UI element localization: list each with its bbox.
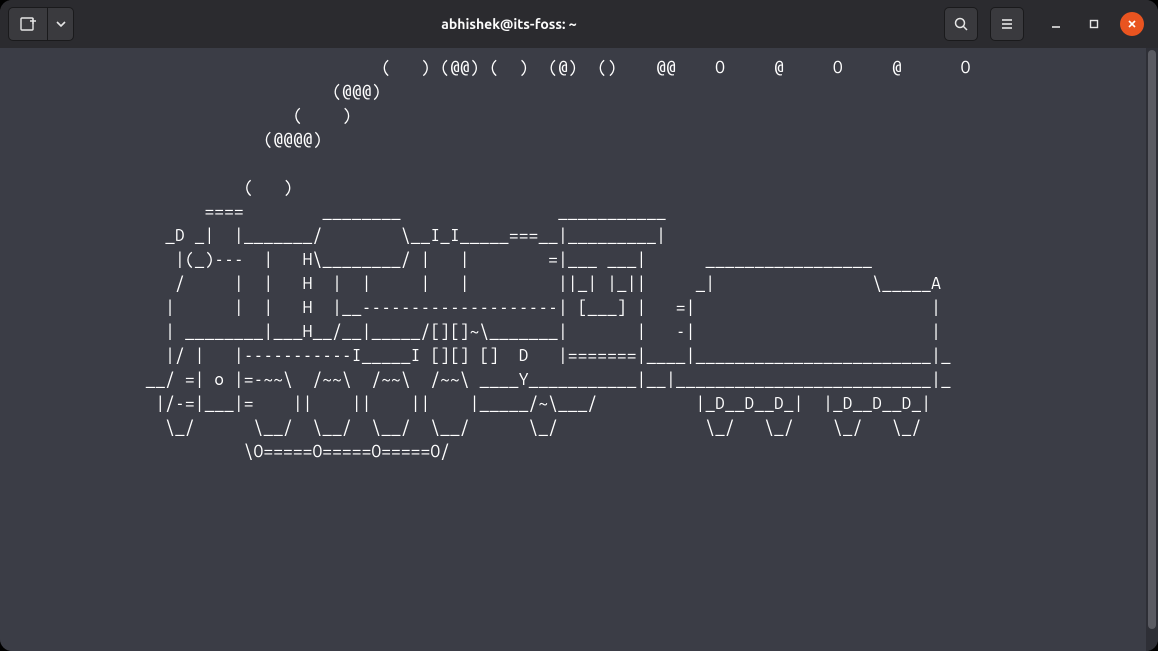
window-title: abhishek@its-foss: ~ — [78, 16, 940, 32]
titlebar-right-group — [944, 7, 1150, 41]
search-button[interactable] — [944, 7, 978, 41]
minimize-button[interactable] — [1044, 12, 1068, 36]
chevron-down-icon — [55, 18, 67, 30]
search-icon — [953, 16, 969, 32]
new-tab-icon — [19, 15, 37, 33]
terminal-area: ( ) (@@) ( ) (@) () @@ O @ O @ O (@@@) (… — [0, 48, 1158, 651]
terminal-content[interactable]: ( ) (@@) ( ) (@) () @@ O @ O @ O (@@@) (… — [0, 48, 1146, 651]
scrollbar-track[interactable] — [1146, 48, 1158, 651]
hamburger-menu-icon — [999, 16, 1015, 32]
titlebar: abhishek@its-foss: ~ — [0, 0, 1158, 48]
maximize-icon — [1087, 17, 1101, 31]
new-tab-button[interactable] — [8, 7, 48, 41]
new-tab-dropdown-button[interactable] — [48, 7, 74, 41]
terminal-output: ( ) (@@) ( ) (@) () @@ O @ O @ O (@@@) (… — [18, 56, 1140, 464]
maximize-button[interactable] — [1082, 12, 1106, 36]
close-icon — [1126, 18, 1138, 30]
titlebar-left-group — [8, 7, 74, 41]
menu-button[interactable] — [990, 7, 1024, 41]
close-button[interactable] — [1120, 12, 1144, 36]
terminal-window: abhishek@its-foss: ~ — [0, 0, 1158, 651]
scrollbar-thumb[interactable] — [1148, 50, 1156, 629]
minimize-icon — [1049, 17, 1063, 31]
window-controls — [1044, 12, 1144, 36]
